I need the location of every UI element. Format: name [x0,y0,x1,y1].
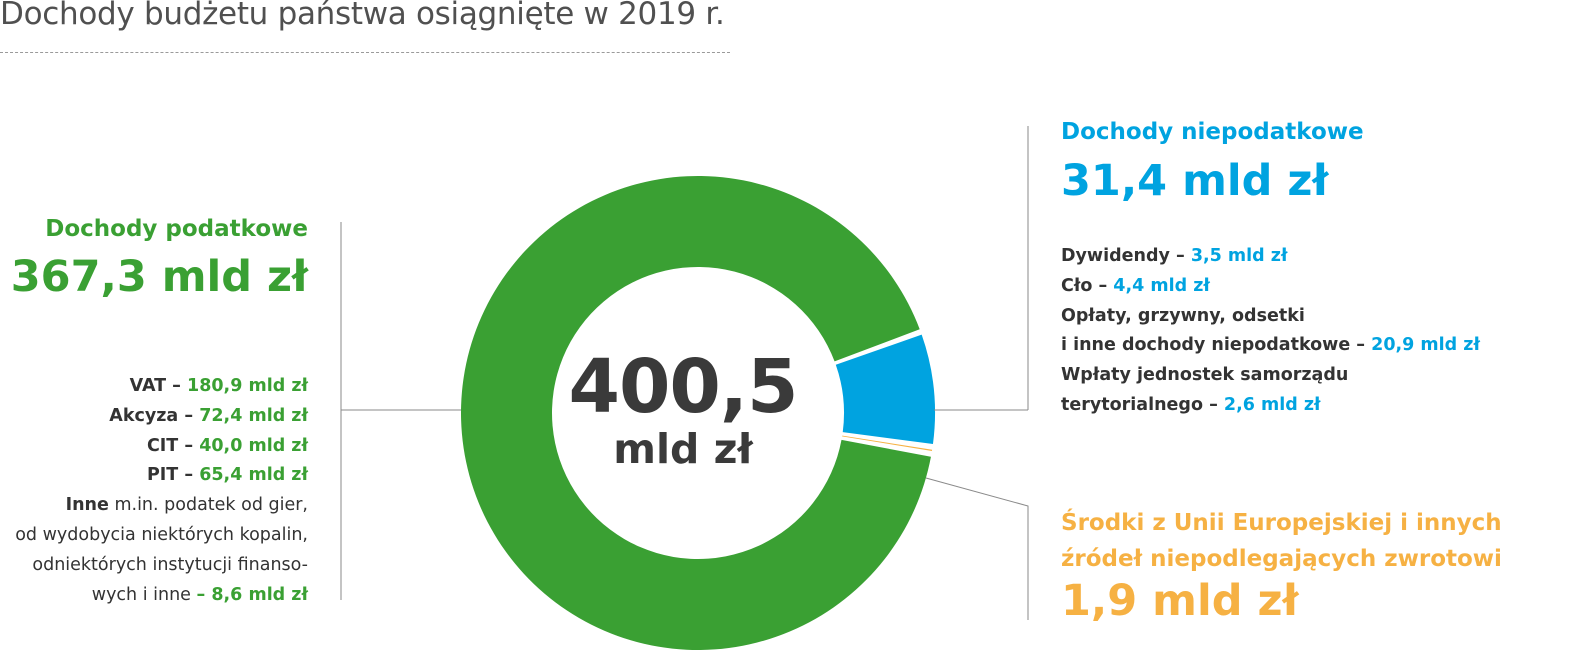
donut-slice-0 [835,334,935,445]
center-total-value: 400,5 [568,344,798,430]
nontax-item-value: 20,9 mld zł [1371,335,1480,356]
nontax-item-text: i inne dochody niepodatkowe – [1061,335,1372,356]
tax-item-value: 72,4 mld zł [199,405,308,426]
tax-breakdown-list: VAT – 180,9 mld zł Akcyza – 72,4 mld zł … [0,372,308,610]
nontax-item-text: Wpłaty jednostek samorządu [1061,365,1349,386]
tax-item-other-line1: Inne m.in. podatek od gier, [0,491,308,521]
eu-heading-line2: źródeł niepodlegających zwrotowi [1061,546,1502,572]
nontax-item-customs: Cło – 4,4 mld zł [1061,272,1480,302]
tax-item-sep: – [178,405,200,426]
tax-item-value: 180,9 mld zł [187,376,308,396]
tax-other-name: Inne [65,495,109,516]
tax-item-name: PIT [146,465,179,486]
tax-amount: 367,3 mld zł [10,252,308,302]
eu-leader-line [925,477,1029,620]
nontax-item-text: Dywidendy – [1061,246,1191,266]
tax-item-sep: – [178,465,200,486]
tax-item-pit: PIT – 65,4 mld zł [0,461,308,491]
donut-slice-2 [461,175,931,650]
tax-item-other-line2: od wydobycia niektórych kopalin, [15,524,308,545]
tax-other-sep: – [196,584,212,605]
nontax-item-text: Cło – [1061,275,1114,296]
tax-other-text: wych i inne [91,584,197,605]
title-divider [0,52,730,53]
leader-lines [340,126,1029,620]
eu-heading: Środki z Unii Europejskiej i innych źród… [1061,505,1502,577]
tax-item-akcyza: Akcyza – 72,4 mld zł [0,402,308,432]
nontax-item-fees-line2: i inne dochody niepodatkowe – 20,9 mld z… [1061,331,1480,361]
tax-item-sep: – [178,435,200,456]
tax-item-sep: – [166,376,188,396]
donut-slices [461,175,935,650]
nontax-heading: Dochody niepodatkowe [1061,119,1364,145]
page-title: Dochody budżetu państwa osiągnięte w 201… [0,0,725,32]
nontax-item-value: 3,5 mld zł [1190,246,1288,266]
nontax-item-text: Opłaty, grzywny, odsetki [1061,305,1305,326]
nontax-breakdown-list: Dywidendy – 3,5 mld zł Cło – 4,4 mld zł … [1061,242,1480,421]
nontax-item-value: 2,6 mld zł [1223,394,1321,415]
tax-item-vat: VAT – 180,9 mld zł [0,372,308,402]
donut-slice-1 [842,435,933,451]
nontax-item-dividends: Dywidendy – 3,5 mld zł [1061,242,1480,272]
tax-other-value: 8,6 mld zł [211,584,308,605]
tax-item-name: Akcyza [109,405,179,426]
center-total-unit: mld zł [613,425,753,473]
tax-heading: Dochody podatkowe [45,216,308,242]
nontax-item-local-line1: Wpłaty jednostek samorządu [1061,361,1480,391]
tax-other-text: m.in. podatek od gier, [108,495,308,516]
eu-amount: 1,9 mld zł [1061,576,1299,626]
tax-item-other-line4: wych i inne – 8,6 mld zł [0,581,308,611]
eu-heading-line1: Środki z Unii Europejskiej i innych [1061,510,1502,536]
nontax-item-fees-line1: Opłaty, grzywny, odsetki [1061,302,1480,332]
tax-item-name: CIT [146,435,179,456]
nontax-item-text: terytorialnego – [1061,394,1224,415]
tax-item-value: 40,0 mld zł [199,435,308,456]
tax-item-name: VAT [129,376,167,396]
tax-item-value: 65,4 mld zł [199,465,308,486]
nontax-item-local-line2: terytorialnego – 2,6 mld zł [1061,391,1480,421]
nontax-item-value: 4,4 mld zł [1113,275,1210,296]
tax-item-cit: CIT – 40,0 mld zł [0,432,308,462]
nontax-amount: 31,4 mld zł [1061,156,1329,206]
tax-item-other-line3: odniektórych instytucji finanso- [32,554,308,575]
